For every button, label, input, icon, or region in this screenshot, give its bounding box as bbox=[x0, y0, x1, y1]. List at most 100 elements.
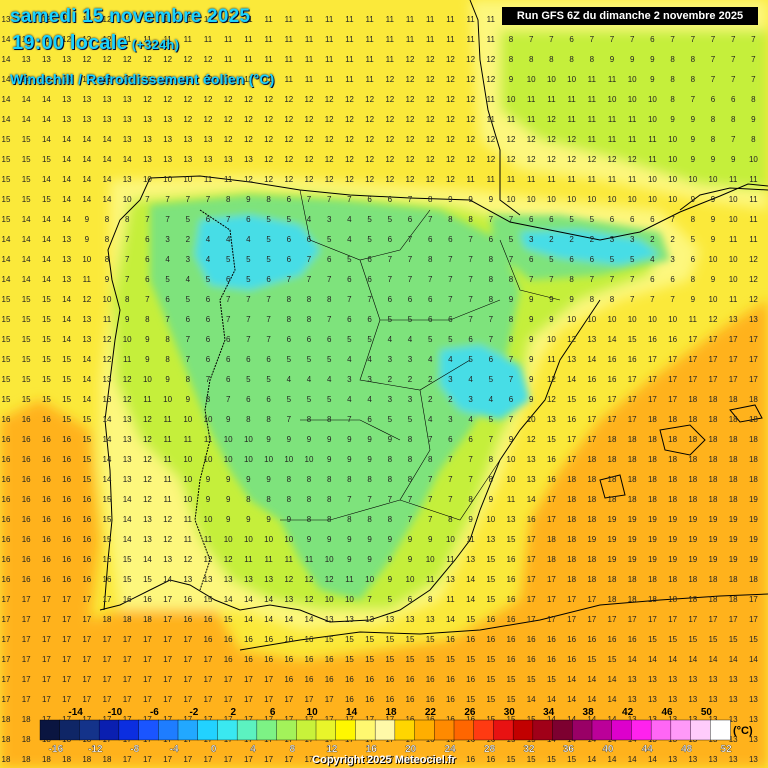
grid-value: 9 bbox=[630, 55, 635, 64]
grid-value: 10 bbox=[648, 195, 657, 204]
grid-value: 18 bbox=[648, 595, 657, 604]
grid-value: 6 bbox=[650, 35, 655, 44]
grid-value: 17 bbox=[103, 635, 112, 644]
grid-value: 17 bbox=[62, 635, 71, 644]
grid-value: 9 bbox=[670, 115, 675, 124]
grid-value: 8 bbox=[509, 315, 514, 324]
grid-value: 7 bbox=[287, 415, 292, 424]
grid-value: 15 bbox=[62, 355, 71, 364]
grid-value: 15 bbox=[365, 655, 374, 664]
grid-value: 13 bbox=[204, 155, 213, 164]
grid-value: 15 bbox=[507, 535, 516, 544]
grid-value: 12 bbox=[123, 375, 132, 384]
grid-value: 17 bbox=[22, 615, 31, 624]
grid-value: 18 bbox=[62, 755, 71, 764]
grid-value: 14 bbox=[466, 575, 475, 584]
grid-value: 13 bbox=[709, 715, 718, 724]
grid-value: 10 bbox=[183, 175, 192, 184]
grid-value: 11 bbox=[305, 55, 314, 64]
grid-value: 8 bbox=[105, 215, 110, 224]
grid-value: 13 bbox=[82, 95, 91, 104]
grid-value: 13 bbox=[123, 435, 132, 444]
grid-value: 15 bbox=[486, 715, 495, 724]
grid-value: 15 bbox=[2, 335, 11, 344]
grid-value: 13 bbox=[183, 135, 192, 144]
grid-value: 16 bbox=[2, 515, 11, 524]
grid-value: 12 bbox=[244, 95, 253, 104]
grid-value: 12 bbox=[103, 55, 112, 64]
legend-colorbar bbox=[39, 719, 731, 741]
grid-value: 12 bbox=[123, 55, 132, 64]
grid-value: 17 bbox=[143, 675, 152, 684]
grid-value: 8 bbox=[165, 355, 170, 364]
grid-value: 11 bbox=[608, 175, 617, 184]
legend-swatch bbox=[453, 719, 475, 741]
grid-value: 10 bbox=[668, 195, 677, 204]
grid-value: 9 bbox=[266, 515, 271, 524]
grid-value: 12 bbox=[365, 175, 374, 184]
grid-value: 14 bbox=[608, 755, 617, 764]
grid-value: 12 bbox=[305, 175, 314, 184]
grid-value: 7 bbox=[408, 515, 413, 524]
grid-value: 18 bbox=[709, 395, 718, 404]
grid-value: 14 bbox=[2, 235, 11, 244]
grid-value: 5 bbox=[408, 315, 413, 324]
grid-value: 13 bbox=[648, 675, 657, 684]
grid-value: 12 bbox=[426, 115, 435, 124]
grid-value: 3 bbox=[367, 375, 372, 384]
grid-value: 14 bbox=[22, 115, 31, 124]
grid-value: 14 bbox=[446, 615, 455, 624]
legend-unit: (°C) bbox=[733, 725, 753, 737]
grid-value: 17 bbox=[628, 415, 637, 424]
grid-value: 15 bbox=[204, 595, 213, 604]
grid-value: 11 bbox=[285, 75, 294, 84]
grid-value: 17 bbox=[103, 675, 112, 684]
grid-value: 13 bbox=[749, 735, 758, 744]
grid-value: 7 bbox=[711, 55, 716, 64]
grid-value: 17 bbox=[22, 655, 31, 664]
grid-value: 18 bbox=[587, 475, 596, 484]
grid-value: 17 bbox=[42, 595, 51, 604]
grid-value: 13 bbox=[284, 595, 293, 604]
grid-value: 7 bbox=[246, 315, 251, 324]
grid-value: 7 bbox=[509, 215, 514, 224]
balearic-menorca bbox=[729, 404, 763, 423]
grid-value: 12 bbox=[749, 255, 758, 264]
grid-value: 10 bbox=[143, 175, 152, 184]
grid-value: 7 bbox=[287, 275, 292, 284]
grid-value: 4 bbox=[650, 255, 655, 264]
grid-value: 8 bbox=[610, 295, 615, 304]
grid-value: 15 bbox=[2, 175, 11, 184]
grid-value: 10 bbox=[628, 75, 637, 84]
grid-value: 18 bbox=[608, 575, 617, 584]
grid-value: 9 bbox=[489, 195, 494, 204]
grid-value: 9 bbox=[529, 395, 534, 404]
grid-value: 17 bbox=[224, 755, 233, 764]
grid-value: 14 bbox=[82, 195, 91, 204]
grid-value: 7 bbox=[145, 215, 150, 224]
grid-value: 13 bbox=[244, 155, 253, 164]
grid-value: 7 bbox=[125, 275, 130, 284]
grid-value: 18 bbox=[628, 495, 637, 504]
grid-value: 7 bbox=[509, 255, 514, 264]
grid-value: 9 bbox=[105, 275, 110, 284]
grid-value: 17 bbox=[527, 555, 536, 564]
grid-value: 16 bbox=[648, 335, 657, 344]
grid-value: 15 bbox=[123, 555, 132, 564]
grid-value: 11 bbox=[749, 175, 758, 184]
grid-value: 6 bbox=[206, 215, 211, 224]
grid-value: 5 bbox=[347, 335, 352, 344]
grid-value: 9 bbox=[226, 475, 231, 484]
grid-value: 7 bbox=[266, 315, 271, 324]
grid-value: 15 bbox=[547, 755, 556, 764]
grid-value: 10 bbox=[567, 315, 576, 324]
grid-value: 17 bbox=[163, 635, 172, 644]
coastlines bbox=[99, 0, 768, 651]
grid-value: 12 bbox=[406, 135, 415, 144]
grid-value: 7 bbox=[226, 295, 231, 304]
grid-value: 16 bbox=[244, 635, 253, 644]
grid-value: 11 bbox=[345, 55, 354, 64]
grid-value: 12 bbox=[42, 35, 51, 44]
grid-value: 12 bbox=[345, 135, 354, 144]
grid-value: 10 bbox=[204, 415, 213, 424]
